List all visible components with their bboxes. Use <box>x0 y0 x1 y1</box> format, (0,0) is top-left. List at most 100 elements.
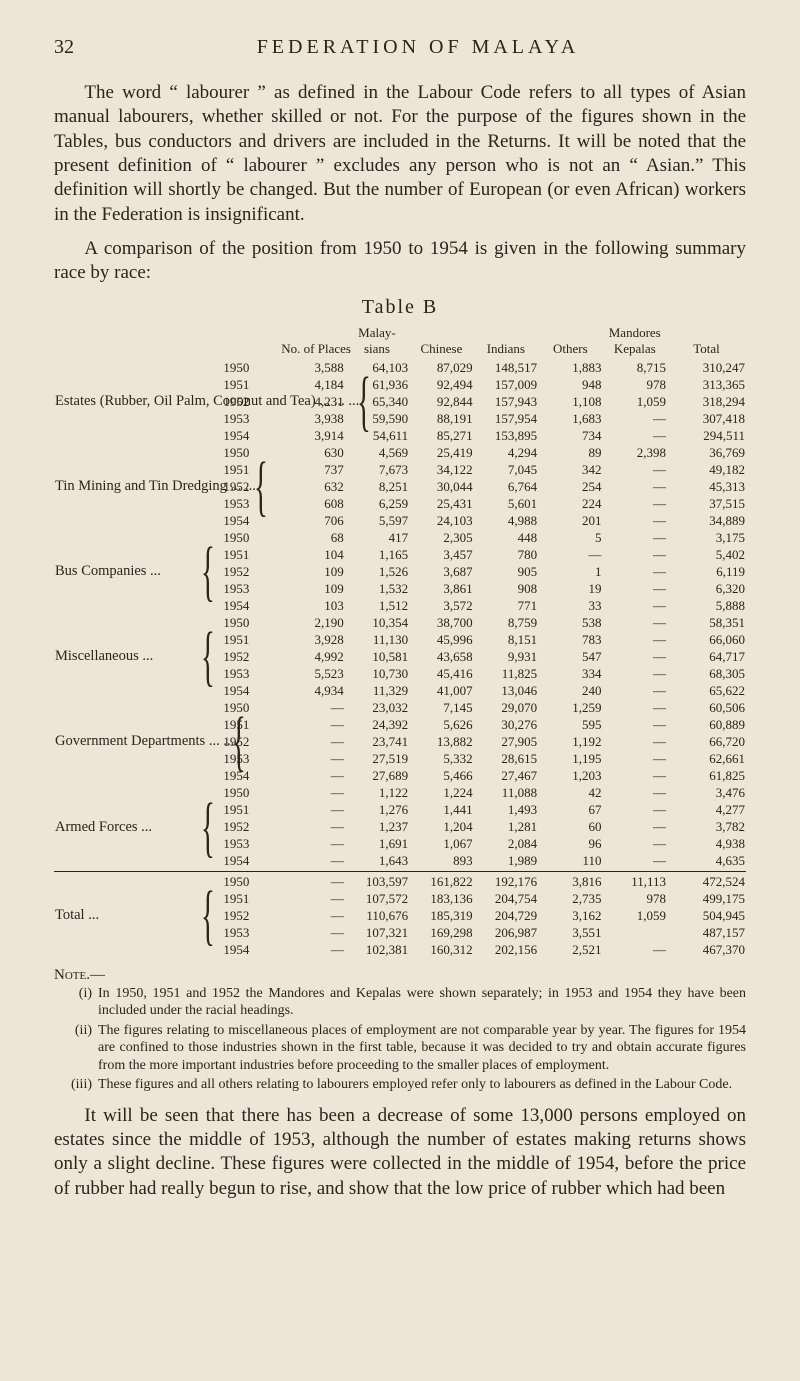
cell-value: 61,825 <box>667 767 746 784</box>
cell-value: — <box>603 648 667 665</box>
cell-value: 1,195 <box>538 750 602 767</box>
cell-value: 11,088 <box>474 784 538 801</box>
note-text: In 1950, 1951 and 1952 the Mandores and … <box>98 985 746 1020</box>
cell-value: 37,515 <box>667 495 746 512</box>
cell-value: 448 <box>474 529 538 546</box>
cell-value: 68 <box>280 529 344 546</box>
group-label: Armed Forces ...{ <box>54 784 222 871</box>
table-b: No. of PlacesMalay-siansChineseIndiansOt… <box>54 325 746 959</box>
cell-value: 3,928 <box>280 631 344 648</box>
column-header: Chinese <box>409 325 473 360</box>
cell-value: 8,715 <box>603 359 667 376</box>
cell-value: 161,822 <box>409 871 473 890</box>
cell-value: 183,136 <box>409 890 473 907</box>
group-label: Bus Companies ...{ <box>54 529 222 614</box>
cell-value: 487,157 <box>667 924 746 941</box>
cell-value: 19 <box>538 580 602 597</box>
cell-value: 780 <box>474 546 538 563</box>
cell-value: — <box>603 665 667 682</box>
cell-value: — <box>280 750 344 767</box>
cell-value: 5,466 <box>409 767 473 784</box>
cell-value: 6,320 <box>667 580 746 597</box>
cell-year: 1954 <box>222 941 280 958</box>
cell-value: 110 <box>538 852 602 871</box>
cell-value: — <box>280 924 344 941</box>
cell-value: 89 <box>538 444 602 461</box>
cell-value: — <box>280 871 344 890</box>
cell-value: 318,294 <box>667 393 746 410</box>
brace-icon: { <box>201 799 215 856</box>
cell-value: 27,905 <box>474 733 538 750</box>
cell-value: 5,597 <box>345 512 409 529</box>
cell-year: 1952 <box>222 648 280 665</box>
column-header: Malay-sians <box>345 325 409 360</box>
cell-value: 65,622 <box>667 682 746 699</box>
cell-value: 1,441 <box>409 801 473 818</box>
cell-year: 1952 <box>222 818 280 835</box>
cell-value: 467,370 <box>667 941 746 958</box>
cell-year: 1950 <box>222 871 280 890</box>
cell-value: — <box>603 546 667 563</box>
cell-value: 771 <box>474 597 538 614</box>
cell-value: 310,247 <box>667 359 746 376</box>
cell-value: 1,224 <box>409 784 473 801</box>
column-header <box>54 325 222 360</box>
cell-value: 24,103 <box>409 512 473 529</box>
cell-value: — <box>603 461 667 478</box>
cell-value: 67 <box>538 801 602 818</box>
cell-value: 103,597 <box>345 871 409 890</box>
table-row: Bus Companies ...{1950684172,3054485—3,1… <box>54 529 746 546</box>
cell-value: — <box>603 631 667 648</box>
column-header: Others <box>538 325 602 360</box>
cell-value: 24,392 <box>345 716 409 733</box>
cell-value: 92,494 <box>409 376 473 393</box>
cell-value: 2,398 <box>603 444 667 461</box>
cell-value: 60 <box>538 818 602 835</box>
cell-value: 504,945 <box>667 907 746 924</box>
cell-value: 60,506 <box>667 699 746 716</box>
cell-value: 734 <box>538 427 602 444</box>
group-label: Government Departments ... ...{ <box>54 699 222 784</box>
cell-value: 1,059 <box>603 393 667 410</box>
cell-value: 36,769 <box>667 444 746 461</box>
cell-value: 3,687 <box>409 563 473 580</box>
cell-value: 342 <box>538 461 602 478</box>
cell-value: 472,524 <box>667 871 746 890</box>
note-number: (i) <box>54 985 98 1020</box>
cell-year: 1950 <box>222 529 280 546</box>
cell-value: 3,457 <box>409 546 473 563</box>
paragraph-3: It will be seen that there has been a de… <box>54 1104 746 1201</box>
cell-value: 38,700 <box>409 614 473 631</box>
cell-value: 45,416 <box>409 665 473 682</box>
cell-value: 6,119 <box>667 563 746 580</box>
cell-value: 29,070 <box>474 699 538 716</box>
page-title: FEDERATION OF MALAYA <box>90 36 746 59</box>
cell-value: 102,381 <box>345 941 409 958</box>
cell-value: 2,190 <box>280 614 344 631</box>
column-header: MandoresKepalas <box>603 325 667 360</box>
group-label: Estates (Rubber, Oil Palm, Coconut and T… <box>54 359 222 444</box>
cell-value: 61,936 <box>345 376 409 393</box>
table-row: Armed Forces ...{1950—1,1221,22411,08842… <box>54 784 746 801</box>
cell-value: 3,175 <box>667 529 746 546</box>
cell-value: 2,735 <box>538 890 602 907</box>
notes-head: Note.— <box>54 967 105 983</box>
cell-value: 5,523 <box>280 665 344 682</box>
cell-value: 632 <box>280 478 344 495</box>
cell-value: 185,319 <box>409 907 473 924</box>
note-number: (iii) <box>54 1076 98 1094</box>
brace-icon: { <box>232 713 246 770</box>
cell-year: 1951 <box>222 546 280 563</box>
cell-value: 538 <box>538 614 602 631</box>
cell-value: 66,060 <box>667 631 746 648</box>
brace-icon: { <box>357 373 371 430</box>
group-label: Miscellaneous ...{ <box>54 614 222 699</box>
cell-value: — <box>603 733 667 750</box>
cell-year: 1950 <box>222 784 280 801</box>
cell-value: — <box>603 699 667 716</box>
cell-value: 157,954 <box>474 410 538 427</box>
cell-value: 547 <box>538 648 602 665</box>
cell-value: 59,590 <box>345 410 409 427</box>
cell-value: 107,572 <box>345 890 409 907</box>
cell-value: 157,943 <box>474 393 538 410</box>
